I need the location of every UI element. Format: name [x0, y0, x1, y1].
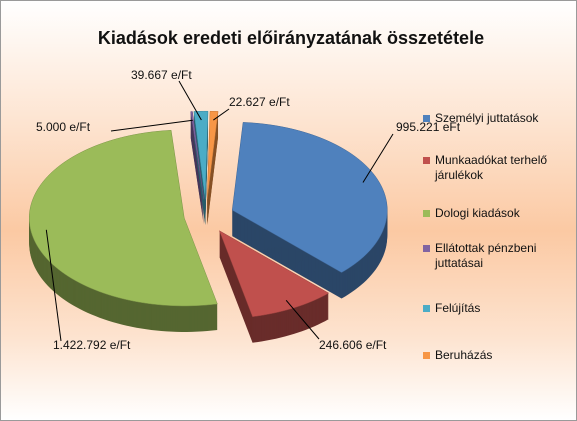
leader-line	[362, 133, 394, 183]
slice	[28, 130, 218, 307]
slice	[231, 122, 388, 273]
data-label: 995.221 eFt	[396, 120, 461, 134]
slice-side	[190, 136, 204, 225]
legend-swatch	[423, 352, 430, 359]
legend-label: Munkaadókat terhelő járulékok	[435, 153, 548, 182]
data-label: 39.667 e/Ft	[131, 68, 192, 82]
slice-side	[190, 137, 204, 226]
slice-side	[190, 126, 204, 215]
slice-side	[190, 124, 204, 213]
slice	[193, 110, 209, 200]
data-label: 22.627 e/Ft	[229, 95, 290, 109]
slice-side	[190, 135, 204, 224]
slice-side	[190, 131, 204, 220]
slice	[190, 111, 205, 200]
slice-side	[190, 130, 204, 219]
legend-item: Munkaadókat terhelő járulékok	[423, 153, 560, 183]
leader-line	[213, 108, 230, 121]
legend-swatch	[423, 305, 430, 312]
slice-side	[190, 125, 204, 214]
slice-side	[190, 129, 204, 218]
chart-title: Kiadások eredeti előirányzatának összeté…	[98, 28, 484, 48]
legend-item: Felújítás	[423, 301, 560, 316]
data-label: 5.000 e/Ft	[36, 120, 91, 134]
legend-swatch	[423, 157, 430, 164]
slice-side	[190, 128, 204, 217]
data-label: 1.422.792 e/Ft	[53, 338, 131, 352]
slice-side	[190, 127, 204, 216]
legend-item: Dologi kiadások	[423, 206, 560, 221]
slice	[206, 110, 219, 200]
leader-line	[110, 119, 193, 132]
legend-label: Dologi kiadások	[435, 206, 520, 220]
legend-item: Ellátottak pénzbeni juttatásai	[423, 241, 560, 271]
legend-label: Felújítás	[435, 301, 481, 315]
slice-side	[190, 132, 204, 221]
legend-swatch	[423, 115, 430, 122]
legend-item: Személyi juttatások	[423, 111, 560, 126]
legend-swatch	[423, 245, 430, 252]
slice-side	[190, 133, 204, 222]
slice-side	[190, 123, 204, 212]
legend-label: Beruházás	[435, 348, 493, 362]
slice	[218, 230, 330, 317]
leader-line	[178, 80, 202, 121]
leader-line	[285, 299, 320, 340]
legend-swatch	[423, 210, 430, 217]
slice-side	[190, 134, 204, 223]
leader-line	[45, 229, 62, 342]
data-label: 246.606 e/Ft	[319, 338, 387, 352]
legend-label: Ellátottak pénzbeni juttatásai	[435, 241, 537, 270]
legend-item: Beruházás	[423, 348, 560, 363]
legend-label: Személyi juttatások	[435, 111, 539, 125]
